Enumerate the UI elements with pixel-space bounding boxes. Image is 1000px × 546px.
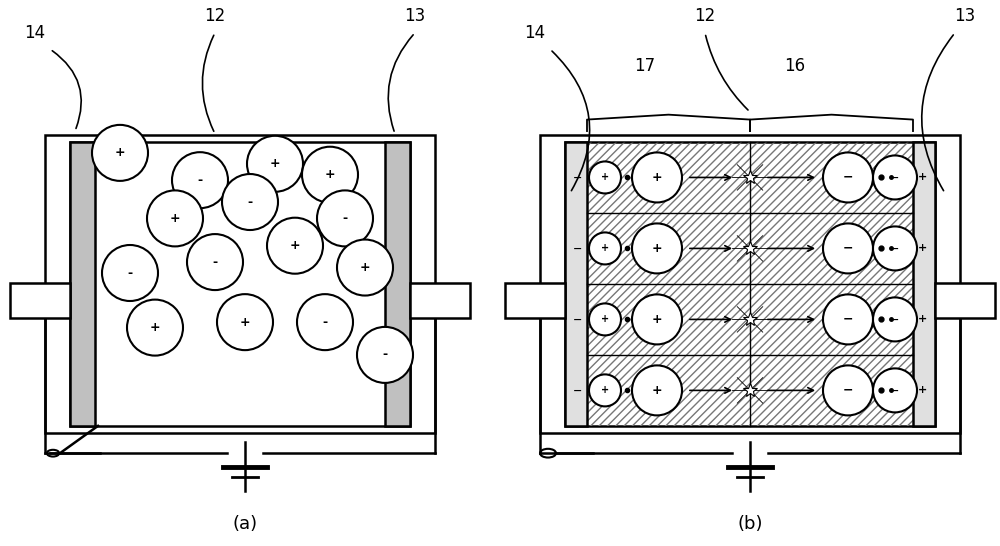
Ellipse shape (302, 147, 358, 203)
Ellipse shape (632, 223, 682, 274)
Text: -: - (127, 266, 133, 280)
Text: +: + (601, 314, 609, 324)
Ellipse shape (823, 152, 873, 203)
Ellipse shape (357, 327, 413, 383)
Text: −: − (843, 171, 853, 184)
Text: +: + (290, 239, 300, 252)
Text: 16: 16 (784, 57, 806, 74)
Bar (540, 135, 960, 432)
Text: −: − (890, 314, 900, 324)
Text: -: - (212, 256, 218, 269)
Text: -: - (322, 316, 328, 329)
Text: −: − (890, 244, 900, 253)
Ellipse shape (823, 365, 873, 416)
Text: +: + (601, 244, 609, 253)
Text: −: − (573, 385, 582, 395)
Text: 14: 14 (24, 24, 46, 41)
Text: 12: 12 (204, 8, 226, 25)
Ellipse shape (632, 294, 682, 345)
Text: +: + (170, 212, 180, 225)
Text: 12: 12 (694, 8, 716, 25)
Ellipse shape (222, 174, 278, 230)
Ellipse shape (589, 233, 621, 264)
Text: −: − (890, 173, 900, 182)
Text: +: + (601, 385, 609, 395)
Ellipse shape (873, 369, 917, 412)
Bar (45, 135, 435, 432)
Text: (b): (b) (737, 515, 763, 533)
Ellipse shape (147, 191, 203, 246)
Text: 14: 14 (524, 24, 546, 41)
Text: +: + (652, 242, 662, 255)
Text: +: + (150, 321, 160, 334)
Text: -: - (382, 348, 388, 361)
Bar (385, 142, 410, 426)
Bar (565, 142, 587, 426)
Ellipse shape (823, 294, 873, 345)
Ellipse shape (92, 125, 148, 181)
Ellipse shape (267, 218, 323, 274)
Bar (70, 142, 95, 426)
Ellipse shape (317, 191, 373, 246)
Text: −: − (843, 242, 853, 255)
Text: −: − (843, 313, 853, 326)
Ellipse shape (102, 245, 158, 301)
Ellipse shape (297, 294, 353, 350)
Ellipse shape (589, 375, 621, 406)
Text: +: + (918, 244, 927, 253)
Ellipse shape (337, 240, 393, 295)
Text: -: - (247, 195, 253, 209)
Text: +: + (652, 171, 662, 184)
Text: +: + (601, 173, 609, 182)
Text: −: − (573, 244, 582, 253)
Text: −: − (843, 384, 853, 397)
Bar (587, 142, 913, 426)
Text: +: + (652, 313, 662, 326)
Ellipse shape (632, 152, 682, 203)
Ellipse shape (823, 223, 873, 274)
Bar (935, 282, 995, 318)
Text: +: + (918, 385, 927, 395)
Text: +: + (240, 316, 250, 329)
Text: (a): (a) (232, 515, 258, 533)
Bar (70, 142, 410, 426)
Text: +: + (325, 168, 335, 181)
Bar (913, 142, 935, 426)
Ellipse shape (632, 365, 682, 416)
Bar (10, 282, 70, 318)
Text: +: + (360, 261, 370, 274)
Ellipse shape (873, 156, 917, 199)
Ellipse shape (217, 294, 273, 350)
Bar (587, 142, 913, 426)
Bar (565, 142, 935, 426)
Text: +: + (652, 384, 662, 397)
Text: -: - (197, 174, 203, 187)
Text: +: + (918, 173, 927, 182)
Ellipse shape (187, 234, 243, 290)
Ellipse shape (873, 227, 917, 270)
Bar (410, 282, 470, 318)
Text: 17: 17 (634, 57, 656, 74)
Text: +: + (270, 157, 280, 170)
Text: +: + (115, 146, 125, 159)
Ellipse shape (589, 304, 621, 335)
Text: +: + (918, 314, 927, 324)
Ellipse shape (589, 162, 621, 193)
Text: −: − (573, 314, 582, 324)
Text: −: − (890, 385, 900, 395)
Ellipse shape (172, 152, 228, 208)
Text: -: - (342, 212, 348, 225)
Ellipse shape (873, 298, 917, 341)
Text: 13: 13 (404, 8, 426, 25)
Text: −: − (573, 173, 582, 182)
Bar (505, 282, 565, 318)
Text: 13: 13 (954, 8, 976, 25)
Ellipse shape (127, 300, 183, 355)
Ellipse shape (247, 136, 303, 192)
